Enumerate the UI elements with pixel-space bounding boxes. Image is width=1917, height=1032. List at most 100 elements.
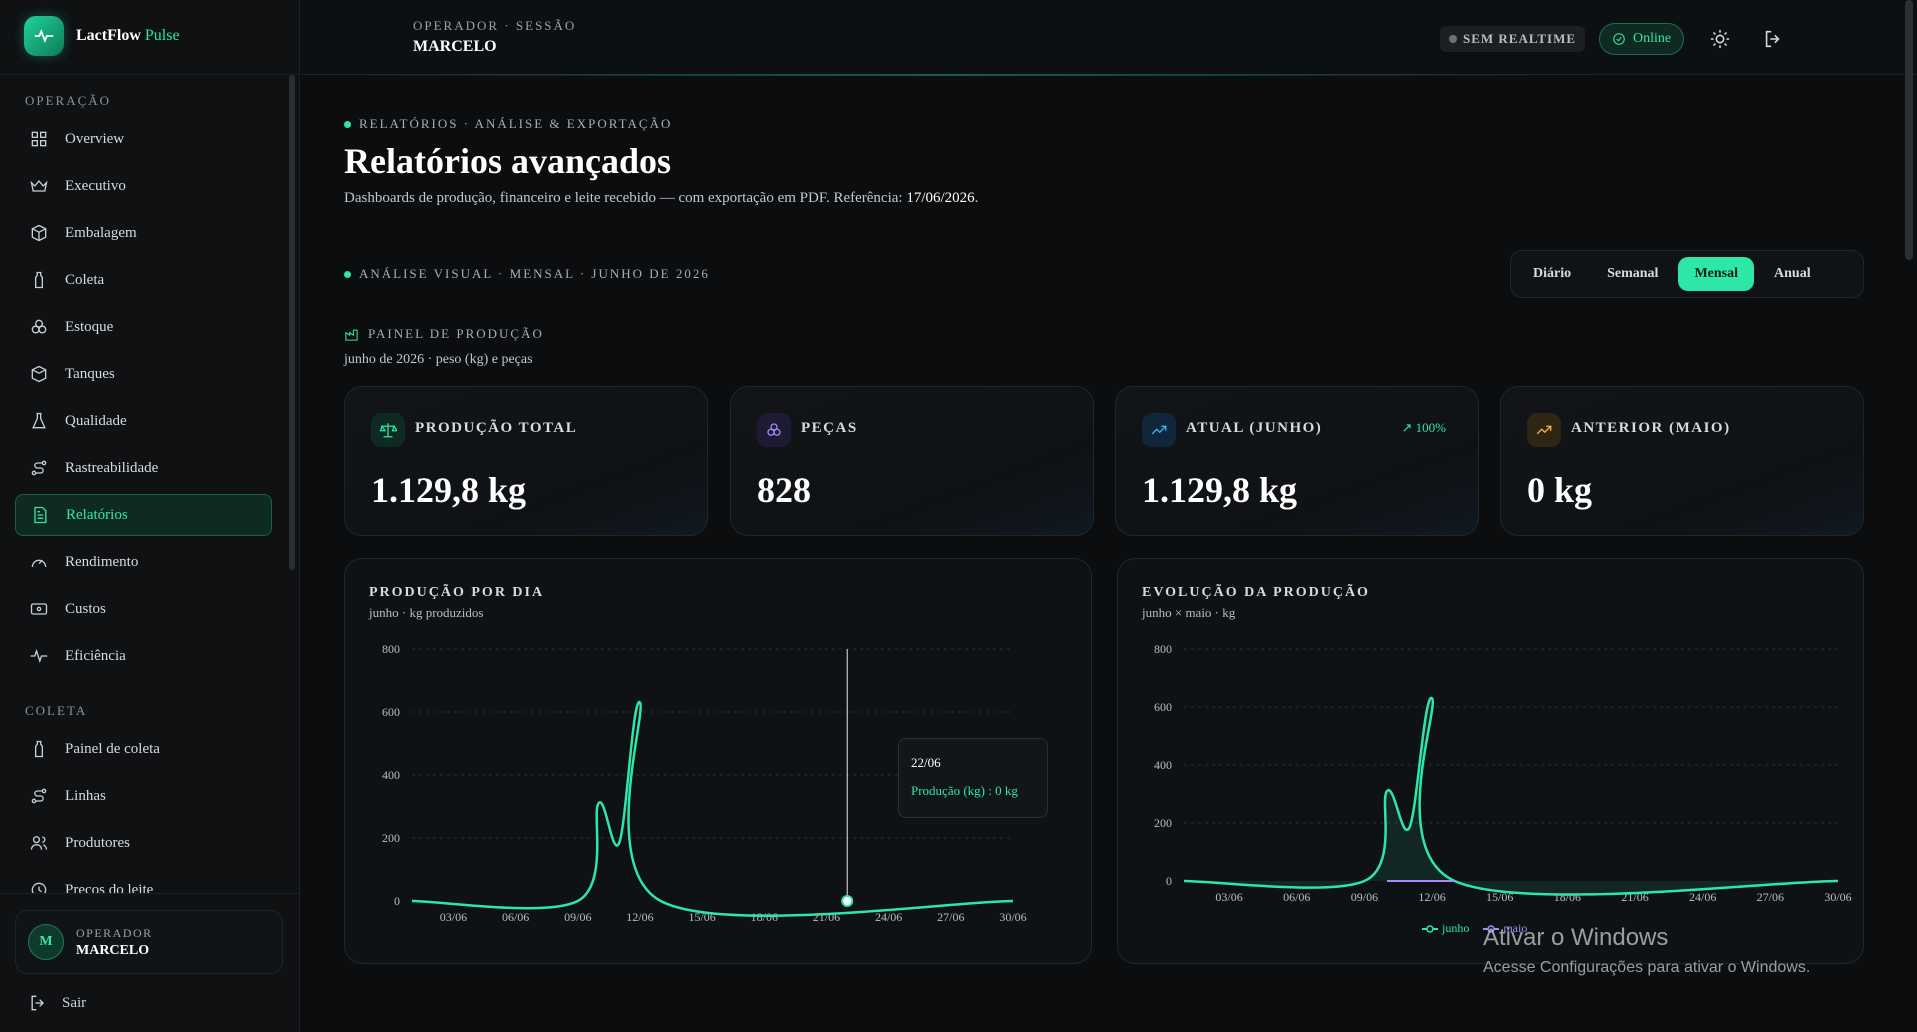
- logout-button[interactable]: Sair: [28, 993, 86, 1013]
- x-tick-label: 27/06: [937, 910, 964, 924]
- pulse-logo-icon: [24, 16, 64, 56]
- period-semanal-button[interactable]: Semanal: [1607, 266, 1659, 281]
- chart-card-evolucao-da-producao: EVOLUÇÃO DA PRODUÇÃO junho × maio · kg 0…: [1117, 558, 1864, 964]
- kpi-value: 1.129,8 kg: [371, 470, 527, 510]
- x-tick-label: 03/06: [1215, 890, 1242, 904]
- factory-icon: [345, 329, 358, 341]
- period-mensal-button[interactable]: Mensal: [1678, 257, 1755, 291]
- boxes-icon: [31, 319, 47, 334]
- kpi-icon-wrap: [1142, 413, 1176, 447]
- x-tick-label: 06/06: [502, 910, 529, 924]
- session-name: MARCELO: [413, 38, 497, 55]
- panel-heading: PAINEL DE PRODUÇÃO: [344, 326, 544, 342]
- sidebar-item-label: Qualidade: [65, 412, 127, 429]
- panel-subtitle: junho de 2026 · peso (kg) e peças: [344, 352, 533, 367]
- y-tick-label: 200: [1154, 816, 1172, 830]
- page-scrollbar[interactable]: [1905, 0, 1913, 260]
- brand-name: LactFlow: [76, 27, 141, 44]
- sidebar-item-precos-do-leite[interactable]: Preços do leite: [15, 869, 272, 893]
- windows-watermark-subtitle: Acesse Configurações para ativar o Windo…: [1483, 959, 1811, 976]
- nav-section-operacao: OPERAÇÃO: [25, 93, 112, 108]
- sidebar-item-estoque[interactable]: Estoque: [15, 306, 272, 348]
- wallet-icon: [30, 603, 48, 615]
- sidebar: LactFlow Pulse OPERAÇÃO Overview Executiv…: [0, 0, 300, 1032]
- sidebar-clip: Preços do leite: [0, 869, 300, 893]
- sidebar-item-rendimento[interactable]: Rendimento: [15, 541, 272, 583]
- sidebar-item-coleta[interactable]: Coleta: [15, 259, 272, 301]
- sidebar-item-relatorios[interactable]: Relatórios: [15, 494, 272, 536]
- sidebar-item-label: Produtores: [65, 834, 130, 851]
- route-icon: [31, 788, 47, 804]
- kicker-text: ANÁLISE VISUAL · MENSAL · JUNHO DE 2026: [359, 266, 710, 281]
- kpi-label: PRODUÇÃO TOTAL: [415, 420, 578, 436]
- brand-accent: Pulse: [144, 27, 180, 44]
- kpi-value: 1.129,8 kg: [1142, 470, 1298, 510]
- divider: [0, 74, 300, 75]
- package-icon: [31, 224, 47, 242]
- sidebar-item-overview[interactable]: Overview: [15, 118, 272, 160]
- kpi-card-producao-total: PRODUÇÃO TOTAL 1.129,8 kg: [344, 386, 708, 536]
- gauge-icon: [31, 559, 47, 568]
- legend-item-maio[interactable]: maio: [1483, 921, 1527, 936]
- y-tick-label: 400: [1154, 758, 1172, 772]
- kpi-card-anterior-maio: ANTERIOR (MAIO) 0 kg: [1500, 386, 1864, 536]
- crown-icon: [30, 179, 48, 192]
- price-icon: [31, 882, 47, 893]
- y-tick-label: 800: [1154, 642, 1172, 656]
- sidebar-item-produtores[interactable]: Produtores: [15, 822, 272, 864]
- session-label: OPERADOR · SESSÃO: [413, 18, 577, 33]
- sidebar-item-linhas[interactable]: Linhas: [15, 775, 272, 817]
- x-tick-label: 09/06: [1351, 890, 1378, 904]
- online-status-badge: Online: [1599, 23, 1685, 55]
- legend-line-icon: [1422, 924, 1438, 933]
- sidebar-item-label: Embalagem: [65, 224, 137, 241]
- y-tick-label: 600: [1154, 700, 1172, 714]
- x-tick-label: 12/06: [626, 910, 653, 924]
- sidebar-item-painel-de-coleta[interactable]: Painel de coleta: [15, 728, 272, 770]
- sun-icon[interactable]: [1709, 28, 1731, 50]
- sidebar-item-custos[interactable]: Custos: [15, 588, 272, 630]
- sidebar-item-label: Rendimento: [65, 553, 139, 570]
- sidebar-item-label: Painel de coleta: [65, 740, 160, 757]
- x-tick-label: 15/06: [1486, 890, 1513, 904]
- chart-card-producao-por-dia: PRODUÇÃO POR DIA junho · kg produzidos 0…: [344, 558, 1092, 964]
- sidebar-item-rastreabilidade[interactable]: Rastreabilidade: [15, 447, 272, 489]
- sidebar-item-label: Tanques: [65, 365, 115, 382]
- dot-icon: [344, 270, 351, 278]
- sidebar-item-tanques[interactable]: Tanques: [15, 353, 272, 395]
- logout-icon[interactable]: [1762, 28, 1784, 50]
- brand[interactable]: LactFlow Pulse: [24, 16, 180, 56]
- period-diario-button[interactable]: Diário: [1533, 266, 1572, 281]
- sidebar-item-embalagem[interactable]: Embalagem: [15, 212, 272, 254]
- check-circle-icon: [1613, 33, 1625, 45]
- milk-bottle-icon: [35, 740, 43, 758]
- trend-up-icon: [1151, 425, 1167, 435]
- user-name: MARCELO: [76, 942, 150, 958]
- kpi-trend-badge: ↗ 100%: [1401, 420, 1446, 435]
- sidebar-item-executivo[interactable]: Executivo: [15, 165, 272, 207]
- kicker-text: RELATÓRIOS · ANÁLISE & EXPORTAÇÃO: [359, 116, 673, 131]
- avatar: M: [28, 924, 64, 960]
- kpi-label: PEÇAS: [801, 420, 858, 436]
- period-anual-button[interactable]: Anual: [1774, 266, 1811, 281]
- kpi-card-pecas: PEÇAS 828: [730, 386, 1094, 536]
- kpi-value: 0 kg: [1527, 470, 1593, 510]
- y-tick-label: 600: [382, 705, 400, 719]
- sidebar-scrollbar[interactable]: [289, 75, 295, 570]
- x-tick-label: 30/06: [1824, 890, 1851, 904]
- sidebar-item-qualidade[interactable]: Qualidade: [15, 400, 272, 442]
- tooltip-value: Produção (kg) : 0 kg: [911, 783, 1018, 798]
- scale-icon: [379, 423, 397, 438]
- user-card[interactable]: M OPERADOR MARCELO: [15, 910, 283, 974]
- legend-item-junho[interactable]: junho: [1422, 921, 1469, 936]
- y-tick-label: 800: [382, 642, 400, 656]
- sidebar-item-eficiencia[interactable]: Eficiência: [15, 635, 272, 677]
- sidebar-item-label: Coleta: [65, 271, 105, 288]
- sidebar-item-label: Relatórios: [66, 506, 128, 523]
- series-line-junho: [1183, 697, 1839, 896]
- sidebar-item-label: Rastreabilidade: [65, 459, 159, 476]
- reference-date: 17/06/2026: [906, 190, 975, 206]
- sidebar-item-label: Preços do leite: [65, 881, 154, 894]
